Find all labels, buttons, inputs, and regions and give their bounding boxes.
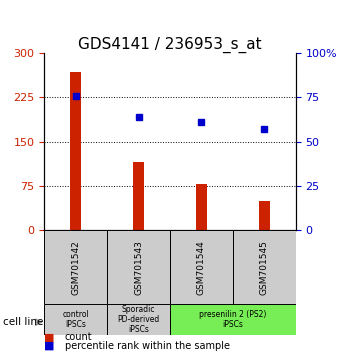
Bar	[70, 72, 81, 230]
Bar	[196, 184, 207, 230]
Text: GSM701545: GSM701545	[260, 240, 269, 295]
Bar	[44, 230, 107, 304]
Text: GSM701542: GSM701542	[71, 240, 80, 295]
Bar	[233, 230, 296, 304]
Text: Sporadic
PD-derived
iPSCs: Sporadic PD-derived iPSCs	[117, 304, 160, 335]
Text: ■: ■	[44, 332, 55, 342]
Text: count: count	[65, 332, 92, 342]
Text: percentile rank within the sample: percentile rank within the sample	[65, 341, 230, 351]
Bar	[107, 304, 170, 335]
Bar	[107, 230, 170, 304]
Bar	[133, 162, 144, 230]
Text: cell line: cell line	[3, 317, 44, 327]
Bar	[259, 201, 270, 230]
Text: ■: ■	[44, 341, 55, 351]
Text: GSM701544: GSM701544	[197, 240, 206, 295]
Title: GDS4141 / 236953_s_at: GDS4141 / 236953_s_at	[78, 37, 262, 53]
Bar	[170, 230, 233, 304]
Bar	[44, 304, 107, 335]
Text: control
IPSCs: control IPSCs	[62, 310, 89, 329]
Text: GSM701543: GSM701543	[134, 240, 143, 295]
Text: presenilin 2 (PS2)
iPSCs: presenilin 2 (PS2) iPSCs	[199, 310, 267, 329]
Bar	[170, 304, 296, 335]
